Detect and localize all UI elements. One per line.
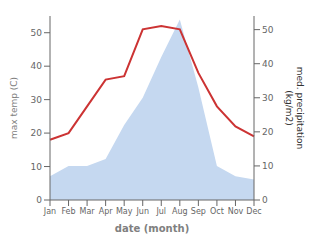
svg-text:Dec: Dec xyxy=(246,207,261,216)
svg-text:max temp (C): max temp (C) xyxy=(9,77,19,139)
svg-text:Apr: Apr xyxy=(99,207,114,216)
svg-text:Aug: Aug xyxy=(172,207,188,216)
svg-text:40: 40 xyxy=(31,61,43,71)
svg-text:Sep: Sep xyxy=(191,207,206,216)
svg-text:10: 10 xyxy=(262,161,274,171)
svg-text:date (month): date (month) xyxy=(115,223,189,234)
svg-text:Feb: Feb xyxy=(61,207,75,216)
svg-text:May: May xyxy=(116,207,133,216)
svg-text:Oct: Oct xyxy=(210,207,224,216)
svg-text:0: 0 xyxy=(262,195,268,205)
svg-text:50: 50 xyxy=(262,25,274,35)
svg-text:40: 40 xyxy=(262,59,274,69)
svg-text:20: 20 xyxy=(31,128,43,138)
svg-text:Jun: Jun xyxy=(135,207,149,216)
svg-text:10: 10 xyxy=(31,162,43,172)
svg-text:Jan: Jan xyxy=(43,207,56,216)
svg-text:20: 20 xyxy=(262,127,274,137)
svg-text:30: 30 xyxy=(31,95,43,105)
svg-text:Jul: Jul xyxy=(155,207,166,216)
svg-text:0: 0 xyxy=(36,195,42,205)
svg-text:50: 50 xyxy=(31,28,43,38)
svg-text:Mar: Mar xyxy=(80,207,96,216)
svg-text:med. precipitation(kg/m2): med. precipitation(kg/m2) xyxy=(284,67,305,149)
svg-text:30: 30 xyxy=(262,93,274,103)
svg-text:Nov: Nov xyxy=(228,207,244,216)
